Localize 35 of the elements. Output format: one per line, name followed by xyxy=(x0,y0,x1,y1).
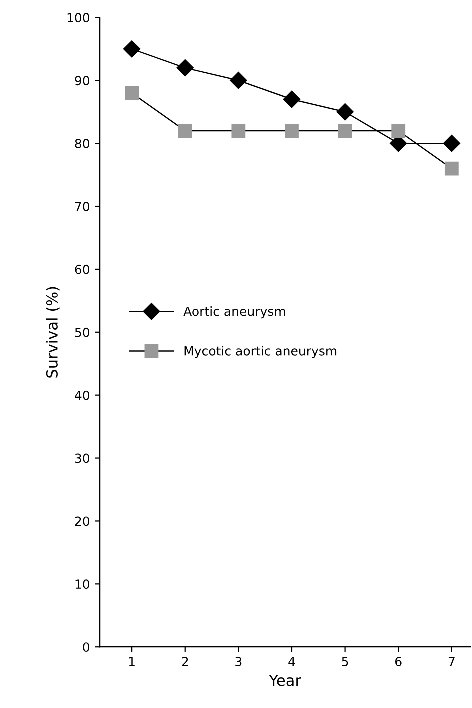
legend-label: Aortic aneurysm xyxy=(184,306,286,319)
x-tick-label: 5 xyxy=(342,657,348,667)
y-tick-label: 20 xyxy=(75,516,90,526)
y-tick-label: 80 xyxy=(75,139,90,149)
y-tick-label: 90 xyxy=(75,76,90,86)
point xyxy=(232,124,246,138)
point xyxy=(443,135,460,152)
point xyxy=(124,40,141,58)
y-tick-label: 0 xyxy=(83,642,90,652)
y-tick-label: 100 xyxy=(68,13,90,23)
x-tick-label: 1 xyxy=(129,657,135,666)
point xyxy=(285,124,299,138)
x-tick-label: 3 xyxy=(236,657,242,667)
y-tick-label: 40 xyxy=(75,390,90,400)
point xyxy=(338,124,352,138)
point xyxy=(444,162,459,176)
y-tick-label: 50 xyxy=(75,328,90,338)
x-tick-label: 7 xyxy=(448,657,455,666)
x-tick-label: 6 xyxy=(396,657,402,667)
point xyxy=(125,86,139,100)
point xyxy=(336,104,354,121)
y-tick-label: 70 xyxy=(75,202,90,212)
point xyxy=(283,90,301,108)
legend-label: Mycotic aortic aneurysm xyxy=(184,346,337,358)
y-tick-label: 30 xyxy=(75,454,90,464)
y-axis-title: Survival (%) xyxy=(46,287,60,378)
y-tick-label: 10 xyxy=(76,580,90,590)
x-axis-title: Year xyxy=(269,674,302,686)
x-tick-label: 2 xyxy=(182,657,188,666)
point xyxy=(178,124,192,138)
x-tick-label: 4 xyxy=(288,657,296,666)
point xyxy=(230,72,248,90)
y-tick-label: 60 xyxy=(75,264,90,274)
point xyxy=(392,124,406,138)
point xyxy=(176,60,194,77)
